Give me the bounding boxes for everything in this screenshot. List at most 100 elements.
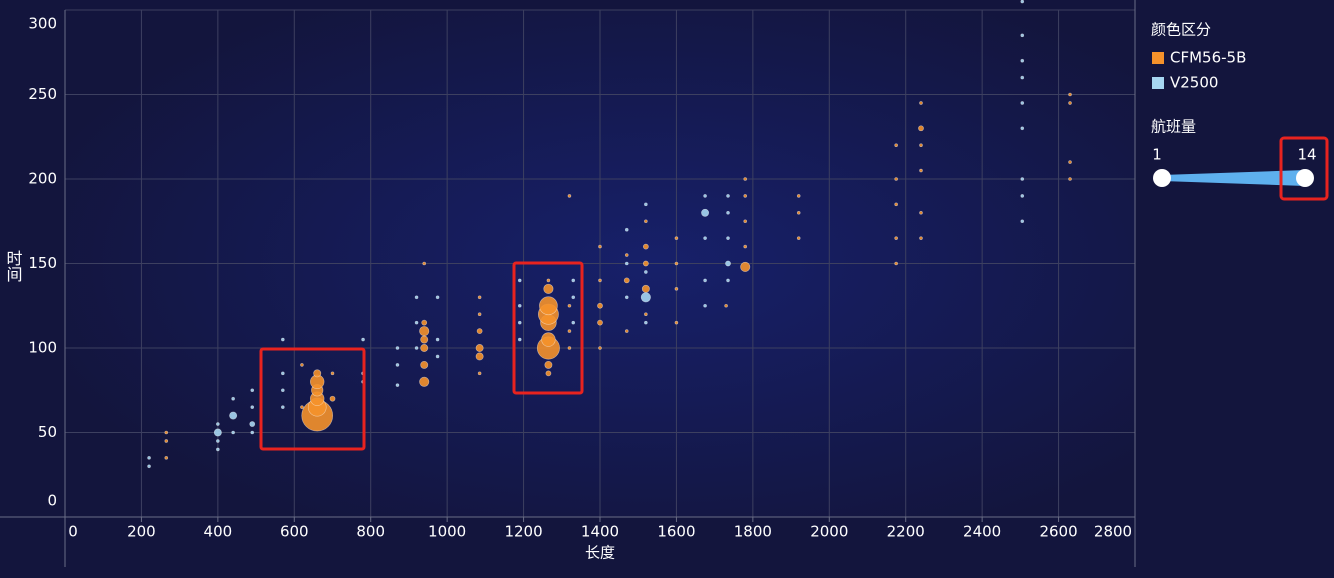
highlight-box bbox=[259, 347, 366, 451]
x-tick-label: 2800 bbox=[1094, 523, 1132, 541]
point bbox=[435, 295, 440, 300]
point bbox=[420, 335, 429, 344]
point bbox=[1068, 160, 1072, 164]
point bbox=[674, 236, 679, 240]
legend-title: 颜色区分 bbox=[1151, 21, 1211, 39]
point bbox=[395, 363, 400, 367]
point bbox=[361, 337, 365, 342]
point bbox=[1020, 177, 1025, 181]
point bbox=[624, 261, 629, 266]
y-tick-label: 200 bbox=[28, 170, 57, 188]
point bbox=[281, 371, 285, 376]
point bbox=[567, 346, 572, 350]
point bbox=[703, 236, 707, 240]
point bbox=[281, 337, 285, 342]
point bbox=[624, 253, 629, 257]
x-tick-label: 2000 bbox=[810, 523, 848, 541]
point bbox=[571, 320, 576, 325]
point bbox=[1020, 0, 1025, 4]
point bbox=[419, 326, 430, 337]
x-axis-title: 长度 bbox=[585, 544, 615, 562]
point bbox=[644, 270, 648, 274]
point bbox=[517, 278, 522, 283]
point bbox=[598, 278, 602, 283]
visual-map-handle[interactable] bbox=[1153, 169, 1171, 187]
point bbox=[164, 456, 169, 460]
point bbox=[743, 194, 748, 198]
point bbox=[624, 227, 629, 232]
point bbox=[395, 346, 400, 350]
x-tick-label: 0 bbox=[68, 523, 78, 541]
point bbox=[642, 260, 649, 267]
x-tick-label: 1600 bbox=[657, 523, 695, 541]
point bbox=[894, 177, 898, 181]
y-axis-title: 时间 bbox=[4, 250, 23, 283]
point bbox=[644, 202, 648, 207]
point bbox=[919, 236, 923, 240]
point bbox=[231, 430, 235, 435]
point bbox=[313, 369, 322, 378]
point bbox=[539, 296, 558, 316]
y-tick-label: 150 bbox=[28, 254, 57, 272]
point bbox=[919, 168, 923, 173]
point bbox=[435, 354, 440, 359]
point bbox=[919, 211, 923, 215]
point bbox=[740, 261, 751, 272]
point bbox=[703, 303, 707, 308]
point bbox=[726, 211, 730, 215]
x-tick-label: 1000 bbox=[428, 523, 466, 541]
point bbox=[796, 236, 801, 240]
point bbox=[597, 302, 603, 309]
point bbox=[545, 370, 552, 377]
point bbox=[419, 376, 430, 387]
point bbox=[796, 211, 801, 215]
point bbox=[894, 236, 898, 240]
x-tick-label: 2200 bbox=[887, 523, 925, 541]
point bbox=[164, 430, 169, 435]
point bbox=[250, 430, 255, 435]
x-tick-label: 200 bbox=[127, 523, 156, 541]
point bbox=[329, 395, 336, 402]
point bbox=[421, 319, 428, 326]
point bbox=[674, 320, 679, 325]
x-tick-label: 600 bbox=[280, 523, 309, 541]
x-tick-label: 1400 bbox=[581, 523, 619, 541]
legend-swatch bbox=[1152, 52, 1164, 64]
point bbox=[640, 292, 651, 303]
point bbox=[642, 243, 649, 250]
point bbox=[1020, 101, 1025, 105]
highlight-box bbox=[512, 261, 584, 395]
point bbox=[624, 295, 629, 300]
point bbox=[726, 236, 730, 240]
legend-label: CFM56-5B bbox=[1170, 49, 1246, 67]
y-tick-label: 250 bbox=[28, 85, 57, 103]
visual-map-min: 1 bbox=[1152, 146, 1162, 164]
visual-map-handle[interactable] bbox=[1296, 169, 1314, 187]
point bbox=[1068, 101, 1072, 105]
point bbox=[300, 405, 304, 409]
point bbox=[281, 388, 285, 393]
point bbox=[567, 194, 572, 198]
point bbox=[231, 396, 235, 401]
point bbox=[743, 219, 748, 224]
point bbox=[250, 405, 255, 409]
x-tick-label: 1200 bbox=[504, 523, 542, 541]
point bbox=[477, 371, 482, 376]
point bbox=[422, 261, 427, 266]
point bbox=[567, 329, 572, 333]
point bbox=[517, 303, 522, 308]
point bbox=[674, 261, 679, 266]
point bbox=[414, 295, 419, 300]
point bbox=[517, 337, 522, 342]
point bbox=[213, 428, 222, 437]
point bbox=[624, 329, 629, 333]
point bbox=[477, 312, 482, 317]
point bbox=[567, 303, 572, 308]
point bbox=[796, 194, 801, 198]
y-tick-label: 0 bbox=[47, 492, 57, 510]
point bbox=[414, 320, 419, 325]
point bbox=[1020, 219, 1025, 224]
x-tick-label: 800 bbox=[356, 523, 385, 541]
point bbox=[281, 405, 285, 409]
